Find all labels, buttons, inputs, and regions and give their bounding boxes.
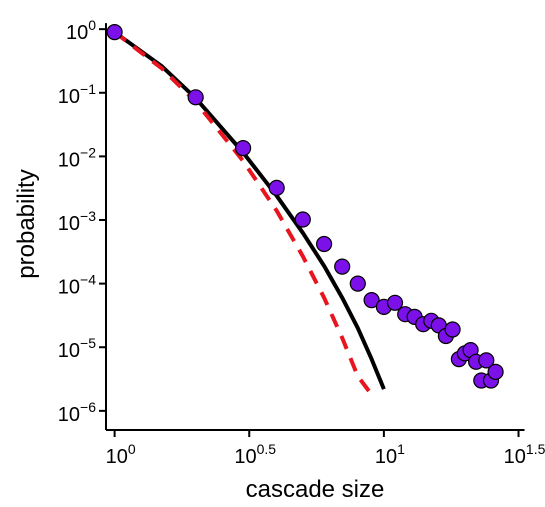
data-point (487, 363, 504, 380)
tick-label-base: 10 (58, 86, 80, 108)
y-tick-label: 10−3 (58, 208, 96, 235)
tick-label-base: 10 (66, 22, 88, 44)
tick-label-base: 10 (58, 340, 80, 362)
tick-label-exponent: 1.5 (526, 441, 545, 457)
tick-label-base: 10 (106, 446, 128, 468)
tick-label-exponent: −2 (80, 144, 96, 160)
tick-label-exponent: 0 (128, 441, 136, 457)
data-point (294, 211, 311, 228)
data-point (235, 140, 252, 157)
x-axis-label: cascade size (246, 476, 385, 503)
x-tick-label: 100 (106, 441, 136, 468)
data-point (444, 321, 461, 338)
tick-label-exponent: 1 (397, 441, 405, 457)
tick-label-exponent: 0.5 (257, 441, 277, 457)
tick-label-base: 10 (375, 446, 397, 468)
x-axis-ticks: 100 100.5 101 101.5 (106, 430, 545, 468)
tick-label-base: 10 (58, 149, 80, 171)
data-point (478, 352, 495, 369)
tick-label-exponent: −5 (80, 335, 96, 351)
y-tick-label: 10−5 (58, 335, 96, 362)
x-tick-label: 100.5 (234, 441, 276, 468)
tick-label-base: 10 (58, 213, 80, 235)
dashed-fit-line (113, 30, 374, 396)
tick-label-exponent: −4 (80, 272, 96, 288)
x-tick-label: 101.5 (504, 441, 545, 468)
solid-fit-line (113, 30, 386, 390)
data-point (386, 294, 404, 311)
tick-label-exponent: −3 (80, 208, 96, 224)
data-point (316, 235, 333, 253)
y-tick-label: 10−2 (58, 144, 96, 171)
x-tick-label: 101 (375, 441, 405, 468)
y-tick-label: 10−4 (58, 272, 96, 299)
tick-label-base: 10 (504, 446, 526, 468)
tick-label-base: 10 (58, 404, 80, 426)
axes (105, 23, 525, 431)
data-point (187, 89, 204, 106)
data-point (106, 23, 123, 41)
tick-label-exponent: −6 (80, 399, 96, 415)
data-point (349, 275, 366, 292)
point-series-layer (106, 23, 504, 389)
line-series-layer (113, 30, 386, 396)
y-tick-label: 10−6 (58, 399, 96, 426)
tick-label-base: 10 (58, 277, 80, 299)
y-axis-label: probability (13, 169, 40, 278)
y-tick-label: 10−1 (58, 81, 96, 108)
y-tick-label: 100 (66, 17, 96, 44)
data-point (334, 258, 351, 275)
data-point (268, 179, 285, 196)
tick-label-exponent: 0 (88, 17, 96, 33)
tick-label-exponent: −1 (80, 81, 96, 97)
data-point (363, 292, 380, 309)
tick-label-base: 10 (234, 446, 256, 468)
